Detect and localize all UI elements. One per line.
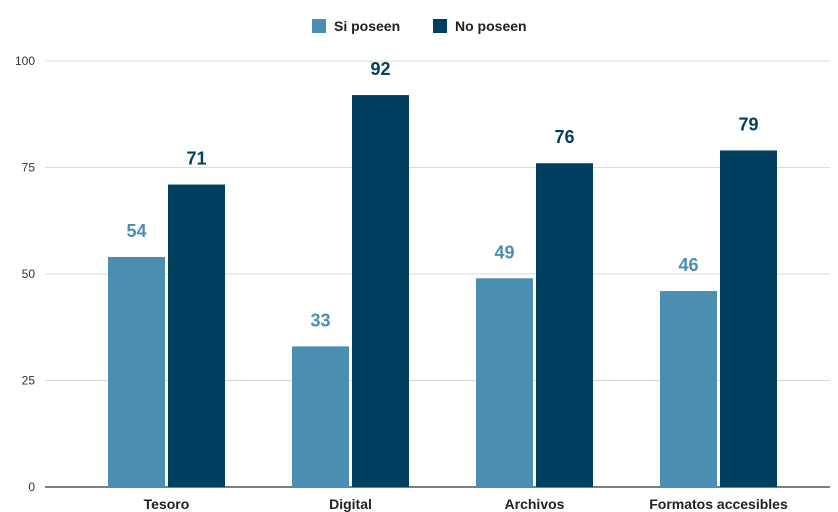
- x-tick-label: Archivos: [505, 496, 565, 512]
- bar-si-poseen: [292, 346, 349, 487]
- data-label: 79: [738, 114, 758, 134]
- data-label: 33: [310, 310, 330, 330]
- data-label: 92: [370, 59, 390, 79]
- data-labels: 54 71 33 92 49 76 46 79: [126, 59, 758, 330]
- y-axis: 0 25 50 75 100: [15, 54, 35, 494]
- y-tick-label: 0: [28, 480, 35, 494]
- data-label: 46: [678, 255, 698, 275]
- x-tick-label: Formatos accesibles: [649, 496, 788, 512]
- x-axis: Tesoro Digital Archivos Formatos accesibles: [144, 496, 788, 512]
- legend: Si poseen No poseen: [312, 18, 527, 34]
- bar-si-poseen: [108, 256, 165, 487]
- bars: [108, 95, 777, 488]
- y-tick-label: 100: [15, 54, 35, 68]
- data-label: 76: [554, 127, 574, 147]
- legend-label: Si poseen: [334, 18, 400, 34]
- bar-no-poseen: [720, 150, 777, 487]
- bar-no-poseen: [536, 163, 593, 488]
- bar-no-poseen: [168, 184, 225, 488]
- x-tick-label: Tesoro: [144, 496, 190, 512]
- y-tick-label: 50: [22, 267, 36, 281]
- bar-no-poseen: [352, 95, 409, 487]
- data-label: 49: [494, 242, 514, 262]
- data-label: 71: [186, 149, 206, 169]
- y-tick-label: 25: [22, 374, 36, 388]
- data-label: 54: [126, 221, 146, 241]
- bar-si-poseen: [476, 278, 533, 487]
- legend-swatch: [312, 19, 326, 33]
- legend-swatch: [433, 19, 447, 33]
- y-tick-label: 75: [22, 161, 36, 175]
- x-tick-label: Digital: [329, 496, 372, 512]
- bar-si-poseen: [660, 291, 717, 487]
- legend-label: No poseen: [455, 18, 527, 34]
